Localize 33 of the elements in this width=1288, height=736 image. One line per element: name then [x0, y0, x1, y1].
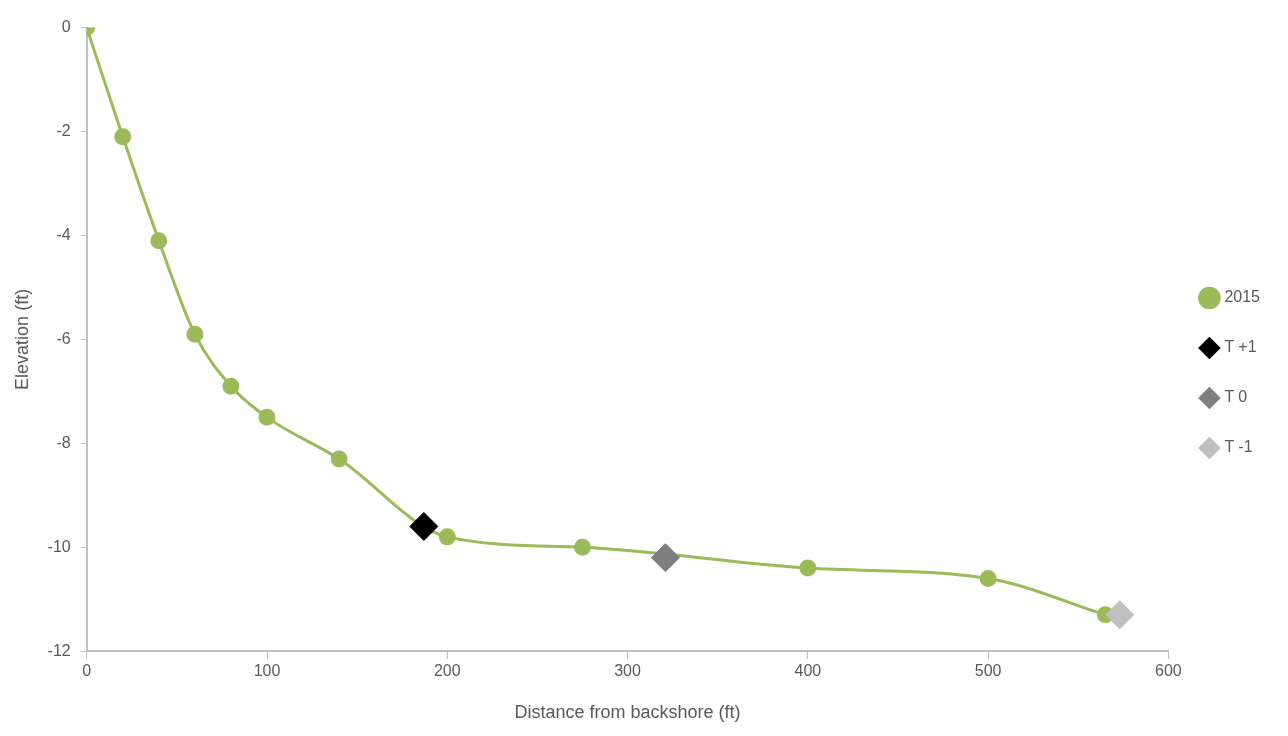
y-axis-title: Elevation (ft) — [11, 288, 32, 390]
y-tick-label: -10 — [47, 537, 71, 555]
point — [409, 511, 439, 541]
x-tick-label: 500 — [974, 662, 1002, 680]
legend-label: T +1 — [1224, 338, 1257, 356]
point — [1105, 600, 1135, 630]
y-tick-label: -4 — [56, 225, 71, 243]
x-tick-label: 200 — [433, 662, 461, 680]
x-tick-label: 100 — [253, 662, 281, 680]
x-tick-label: 400 — [794, 662, 822, 680]
point — [330, 450, 348, 468]
x-tick-label: 600 — [1155, 662, 1182, 680]
x-tick-label: 300 — [614, 662, 642, 680]
legend-label: T 0 — [1224, 388, 1248, 406]
point — [114, 128, 132, 146]
point — [799, 559, 817, 577]
point — [186, 325, 204, 343]
point — [222, 377, 240, 395]
x-axis-title: Distance from backshore (ft) — [514, 702, 741, 723]
point — [150, 232, 168, 250]
legend-label: T -1 — [1224, 438, 1253, 456]
y-tick-label: -8 — [56, 433, 71, 451]
y-tick-label: 0 — [61, 18, 71, 36]
y-tick-label: -6 — [56, 329, 71, 347]
point — [979, 569, 997, 587]
legend-label: 2015 — [1224, 288, 1261, 306]
y-tick-label: -2 — [56, 121, 71, 139]
point — [650, 543, 680, 573]
point — [258, 408, 276, 426]
y-tick-label: -12 — [47, 641, 71, 659]
x-tick-label: 0 — [82, 662, 92, 680]
point — [438, 528, 456, 546]
point — [574, 538, 591, 556]
